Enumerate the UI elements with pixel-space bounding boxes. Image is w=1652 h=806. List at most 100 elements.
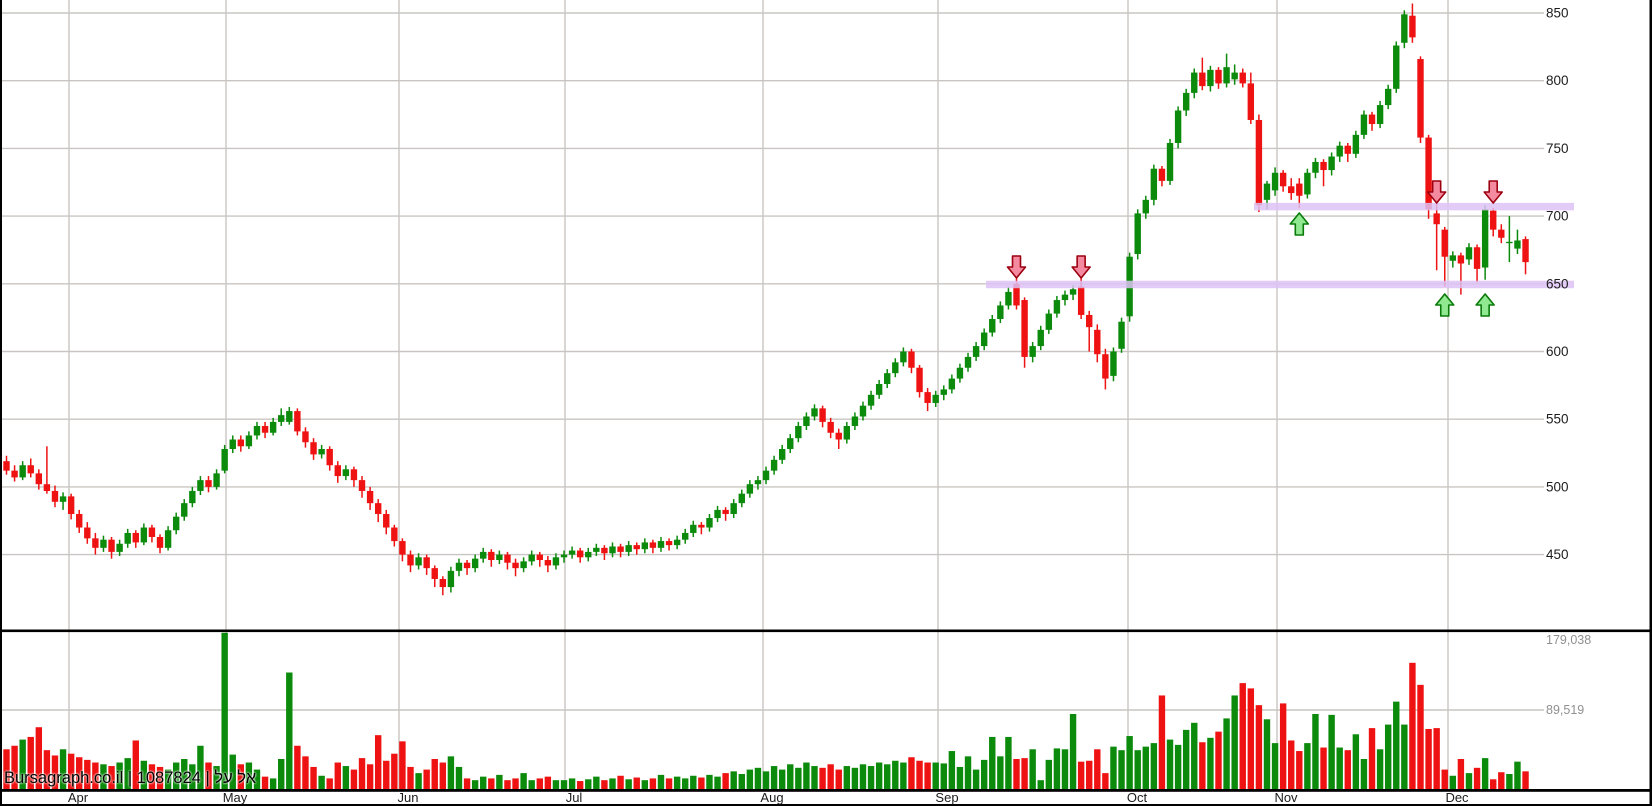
volume-bar [84, 759, 91, 789]
candle [1441, 229, 1448, 257]
volume-bar [997, 756, 1004, 789]
candle [609, 546, 616, 554]
candle [730, 503, 737, 514]
volume-bar [859, 764, 867, 789]
candle [181, 503, 188, 517]
candle [1288, 186, 1295, 194]
candle [205, 480, 212, 487]
candle [690, 524, 697, 533]
volume-bar [1336, 747, 1343, 789]
branding-label: Bursagraph.co.il | 1087824 | אל על [4, 769, 257, 787]
candle [1182, 92, 1190, 111]
candle [399, 541, 406, 555]
candle [318, 448, 325, 455]
volume-bar [11, 745, 18, 789]
volume-bar [35, 727, 43, 789]
volume-bar [576, 781, 584, 789]
candle [964, 356, 972, 368]
candle [1425, 137, 1432, 210]
candle [552, 557, 560, 566]
volume-bar [286, 672, 293, 789]
volume-bar [108, 766, 115, 789]
volume-bar [1053, 748, 1061, 789]
candle [520, 561, 527, 569]
volume-bar [471, 780, 479, 789]
candle [3, 461, 10, 471]
volume-bar [1263, 719, 1271, 789]
volume-bar [1401, 724, 1408, 789]
candle [51, 490, 59, 502]
candle [1086, 314, 1093, 328]
volume-bar [1441, 769, 1448, 789]
candle [1433, 213, 1440, 225]
candle [1271, 172, 1279, 191]
candle [463, 562, 471, 569]
candle [1247, 83, 1255, 120]
candle [1473, 247, 1481, 269]
volume-bar [1069, 713, 1077, 789]
volume-bar [1215, 731, 1222, 789]
down-arrow-icon [1071, 255, 1091, 279]
month-label: Nov [1274, 790, 1298, 805]
candle [1368, 114, 1376, 125]
volume-bar [714, 776, 721, 789]
sr-band [986, 280, 1574, 289]
volume-bar [1158, 695, 1166, 789]
candle [1053, 300, 1061, 314]
volume-bar [480, 776, 487, 789]
candle [1328, 156, 1335, 171]
price-tick-label: 850 [1546, 6, 1569, 21]
candle [948, 378, 956, 390]
volume-bar [665, 778, 673, 789]
candle [641, 542, 649, 550]
candle [1457, 255, 1465, 264]
volume-bar [698, 777, 705, 789]
candle [1037, 329, 1044, 347]
volume-bar [940, 763, 947, 789]
volume-bar [1279, 703, 1287, 789]
candle [156, 536, 164, 548]
volume-bar [124, 758, 131, 789]
volume-bar [1102, 773, 1109, 789]
volume-bar [294, 745, 301, 789]
volume-bar [568, 778, 576, 789]
candle [568, 550, 576, 555]
volume-bar [269, 778, 277, 789]
candle [738, 493, 745, 504]
volume-tick-label: 179,038 [1546, 633, 1591, 647]
volume-bar [1110, 746, 1117, 789]
volume-bar [892, 760, 899, 789]
candle [1239, 72, 1246, 84]
candle [560, 554, 568, 558]
volume-bar [245, 762, 253, 789]
volume-bar [19, 739, 26, 789]
volume-bar [1199, 742, 1206, 789]
volume-bar [156, 766, 164, 789]
volume-bar [1481, 758, 1489, 789]
volume-bar [1247, 688, 1255, 789]
candle [350, 469, 358, 481]
volume-bar [1328, 714, 1335, 789]
price-tick-label: 800 [1546, 73, 1569, 88]
volume-bar [900, 762, 907, 789]
candle [843, 425, 851, 440]
candle [423, 557, 430, 569]
volume-bar [980, 759, 988, 789]
candle [374, 503, 382, 514]
volume-bar [1457, 758, 1465, 789]
volume-layer [3, 632, 1529, 789]
candle [1255, 119, 1263, 206]
candle [1498, 229, 1505, 238]
candle [787, 438, 794, 449]
candle [1296, 183, 1303, 196]
candle [811, 408, 818, 417]
candle [924, 392, 931, 403]
volume-bar [205, 762, 212, 789]
candle [1344, 145, 1351, 154]
volume-bar [625, 779, 632, 789]
candle [213, 473, 220, 487]
volume-bar [1094, 749, 1101, 789]
volume-bar [189, 764, 196, 789]
candle [269, 421, 277, 433]
